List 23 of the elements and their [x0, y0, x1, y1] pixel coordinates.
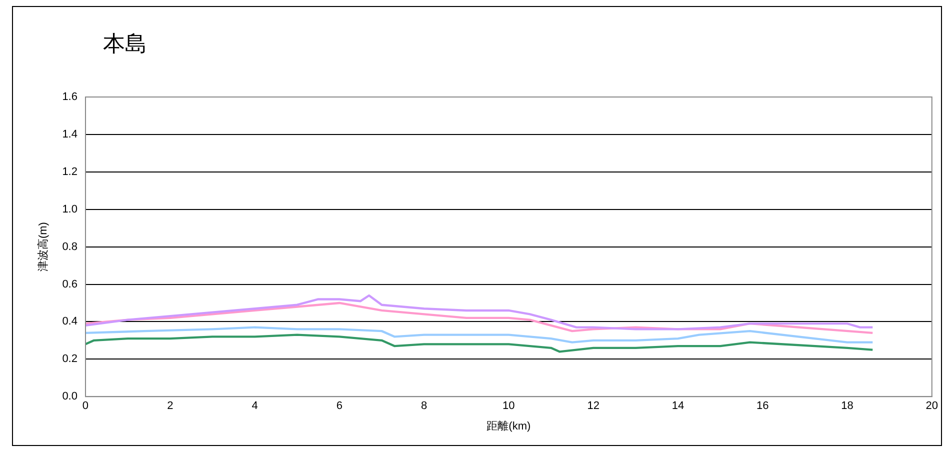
x-tick-label: 4 [252, 400, 258, 412]
x-tick-label: 10 [502, 400, 515, 412]
y-tick-label: 0.2 [62, 353, 78, 366]
x-tick-label: 20 [926, 400, 938, 412]
x-tick-label: 0 [82, 400, 89, 412]
y-tick-label: 0.4 [62, 316, 78, 328]
x-tick-label: 12 [587, 400, 600, 412]
x-tick-label: 18 [841, 400, 854, 412]
x-tick-label: 16 [756, 400, 769, 412]
y-tick-label: 0.0 [62, 390, 78, 403]
x-tick-label: 14 [672, 400, 684, 412]
y-axis-title: 津波高(m) [36, 222, 50, 272]
x-tick-label: 6 [336, 400, 342, 412]
y-tick-label: 0.8 [62, 240, 78, 253]
chart-title: 本島 [103, 31, 147, 59]
x-tick-label: 8 [420, 400, 428, 412]
y-tick-label: 1.2 [62, 166, 78, 178]
y-tick-label: 1.6 [62, 91, 78, 104]
x-axis-title: 距離(km) [486, 420, 531, 432]
y-tick-label: 1.4 [62, 128, 78, 140]
y-tick-label: 1.0 [62, 203, 78, 216]
y-tick-label: 0.6 [62, 278, 78, 290]
x-tick-label: 2 [167, 400, 174, 412]
